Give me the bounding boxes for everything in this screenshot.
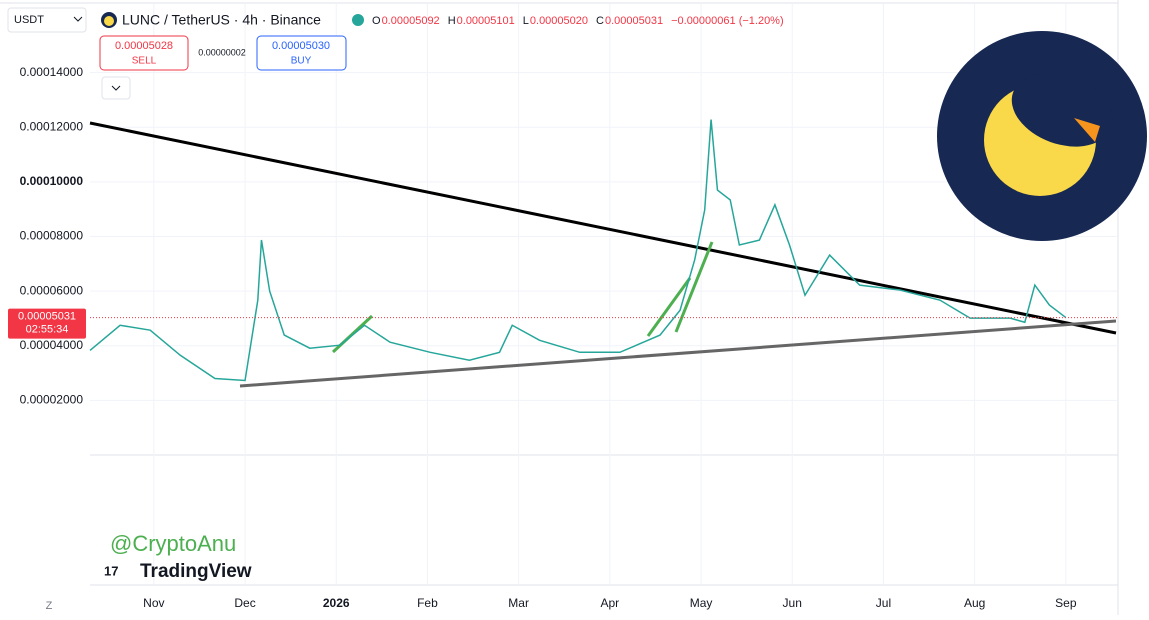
x-tick-label: Mar <box>508 596 529 610</box>
y-tick-label: 0.00004000 <box>20 338 84 352</box>
y-tick-label: 0.00014000 <box>20 65 84 79</box>
collapse-button[interactable] <box>101 76 131 100</box>
y-tick-label: 0.00010000 <box>20 174 84 188</box>
ohlc-value: 0.00005092 <box>382 15 440 27</box>
x-tick-label: Jul <box>876 596 891 610</box>
plot <box>89 119 1067 382</box>
ohlc-value: 0.00005020 <box>530 15 588 27</box>
buy-label: BUY <box>291 56 312 67</box>
ohlc-value: 0.00005101 <box>457 15 515 27</box>
countdown: 02:55:34 <box>26 323 69 335</box>
price-line <box>89 119 1067 382</box>
sell-price: 0.00005028 <box>115 40 173 52</box>
chevron <box>73 16 83 22</box>
trend-segment <box>674 241 714 333</box>
trend-segment <box>646 277 692 337</box>
brand-mark: 17 <box>104 563 118 578</box>
buy-price: 0.00005030 <box>272 40 330 52</box>
ohlc-key: H <box>448 15 456 27</box>
x-tick-label: Sep <box>1055 596 1077 610</box>
quote-label: USDT <box>14 14 44 26</box>
spread: 0.00000002 <box>198 47 246 57</box>
change: −0.00000061 (−1.20%) <box>671 15 784 27</box>
x-tick-label: Aug <box>964 596 985 610</box>
ohlc-value: 0.00005031 <box>605 15 663 27</box>
buy-button[interactable] <box>256 35 347 71</box>
grid: 0.00002000 0.00004000 0.00006000 0.00008000… <box>20 3 1118 610</box>
quote-select[interactable] <box>7 7 87 33</box>
y-tick-label: 0.00012000 <box>20 119 84 133</box>
status-dot <box>352 14 364 26</box>
y-tick-label: 0.00002000 <box>20 393 84 407</box>
ohlc: O 0.00005092 H 0.00005101 L 0.00005020 C 0.0000… <box>372 15 663 27</box>
ohlc-key: O <box>372 15 381 27</box>
timezone-label: Z <box>46 600 53 612</box>
trend-segment <box>331 314 374 354</box>
x-tick-label: May <box>690 596 713 610</box>
y-tick-label: 0.00008000 <box>20 229 84 243</box>
x-tick-label: 2026 <box>323 596 350 610</box>
price-tag-box <box>8 308 86 339</box>
ohlc-key: C <box>596 15 604 27</box>
x-tick-label: Jun <box>783 596 802 610</box>
symbol-icon-moon <box>104 16 114 26</box>
trendline <box>89 121 1117 335</box>
x-tick-label: Nov <box>143 596 164 610</box>
timezone-button[interactable] <box>38 596 60 614</box>
trendline <box>239 319 1117 388</box>
x-tick-label: Dec <box>234 596 255 610</box>
ohlc-key: L <box>523 15 529 27</box>
watermark: @CryptoAnu <box>110 531 236 556</box>
brand: TradingView <box>140 561 252 582</box>
x-tick-label: Feb <box>417 596 438 610</box>
y-tick-label: 0.00006000 <box>20 283 84 297</box>
price-tag-value: 0.00005031 <box>18 310 76 322</box>
sell-label: SELL <box>132 56 157 67</box>
sell-button[interactable] <box>99 35 189 71</box>
chevron <box>111 85 121 91</box>
logo-accent <box>1074 118 1100 142</box>
x-tick-label: Apr <box>600 596 619 610</box>
symbol[interactable]: LUNC / TetherUS · 4h · Binance <box>122 12 321 28</box>
